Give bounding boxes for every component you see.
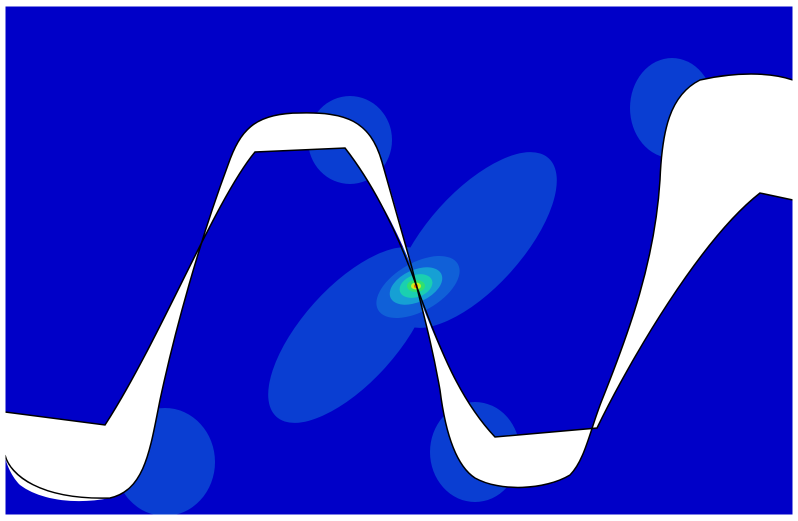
tooth-outline-right-outer xyxy=(411,73,793,489)
tooth-outline-left-outer xyxy=(5,112,413,499)
tooth-outline-left xyxy=(5,147,419,426)
tooth-gap-left xyxy=(5,112,412,502)
tooth-outline-right xyxy=(417,192,793,438)
tooth-gap-right xyxy=(420,74,793,488)
plot-frame xyxy=(4,5,794,516)
